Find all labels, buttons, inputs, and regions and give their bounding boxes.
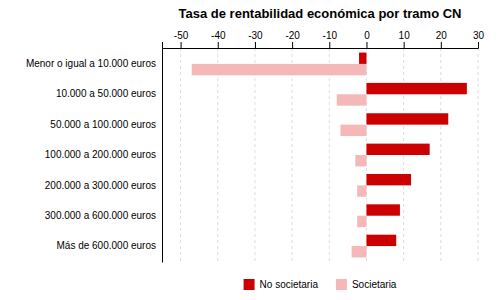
grid-line [329,48,330,262]
chart: -50 -40 -30 -20 -10 0 10 20 30 Menor o igual a 10… [0,0,500,300]
legend-item: No societaria [244,279,319,290]
legend-swatch [336,279,347,290]
bar [355,155,366,166]
tick-mark [292,42,293,48]
bar [340,125,366,136]
tick-label: -40 [211,30,226,41]
tick-label: 200.000 a 300.000 euros [45,180,156,191]
tick-label: 20 [436,30,448,41]
tick-label: 0 [364,30,370,41]
bar [366,235,396,246]
legend-label: No societaria [260,279,319,290]
tick-label: 50.000 a 100.000 euros [50,119,156,130]
bar [359,53,366,64]
tick: -30 [248,30,263,48]
bar [357,216,366,227]
tick: -10 [323,30,338,48]
tick: 200.000 a 300.000 euros [45,180,162,191]
grid [181,48,478,262]
x-axis: -50 -40 -30 -20 -10 0 10 20 30 [163,30,485,49]
tick: 50.000 a 100.000 euros [50,119,162,130]
tick: 0 [364,30,370,48]
tick-label: 10.000 a 50.000 euros [56,88,156,99]
grid-line [180,48,181,262]
bar [357,185,366,196]
tick-label: 100.000 a 200.000 euros [45,149,156,160]
tick-label: -10 [323,30,338,41]
series [359,53,467,247]
legend-label: Societaria [352,279,397,290]
tick: Menor o igual a 10.000 euros [26,58,162,69]
tick-mark [329,42,330,48]
y-axis: Menor o igual a 10.000 euros 10.000 a 50.… [26,49,163,263]
series [192,64,367,258]
legend-item: Societaria [336,279,397,290]
tick: 30 [473,30,485,48]
bar [366,144,429,155]
tick-mark [404,42,405,48]
bar [366,204,399,215]
tick-label: -30 [248,30,263,41]
axis-line [163,42,479,49]
tick: -40 [211,30,226,48]
tick-mark [441,42,442,48]
tick-label: 30 [473,30,485,41]
tick-mark [181,42,182,48]
grid-line [254,48,255,262]
title: Tasa de rentabilidad económica por tramo… [179,6,462,21]
tick: 100.000 a 200.000 euros [45,149,162,160]
tick-label: Menor o igual a 10.000 euros [26,58,156,69]
tick: Más de 600.000 euros [56,240,162,251]
tick-label: Más de 600.000 euros [56,240,156,251]
tick-label: 10 [399,30,411,41]
bar [366,83,466,94]
bar [352,246,367,257]
tick: 300.000 a 600.000 euros [45,210,162,221]
tick: -20 [285,30,300,48]
plot: -50 -40 -30 -20 -10 0 10 20 30 Menor o igual a 10… [26,30,485,263]
legend-swatch [244,279,255,290]
tick: 10 [399,30,411,48]
grid-line [440,48,441,262]
tick-label: 300.000 a 600.000 euros [45,210,156,221]
tick-mark [366,42,367,48]
tick-label: -20 [285,30,300,41]
tick-mark [478,42,479,48]
tick: 10.000 a 50.000 euros [56,88,162,99]
tick: 20 [436,30,448,48]
tick: -50 [174,30,189,48]
grid-line [217,48,218,262]
grid-line [478,48,479,262]
bar [337,94,367,105]
bar [366,174,411,185]
legend: No societaria Societaria [244,279,397,290]
tick-mark [218,42,219,48]
bar [366,113,448,124]
tick-label: -50 [174,30,189,41]
axis-line [162,49,163,263]
bar [192,64,367,75]
grid-line [292,48,293,262]
tick-mark [255,42,256,48]
bars [192,53,467,258]
